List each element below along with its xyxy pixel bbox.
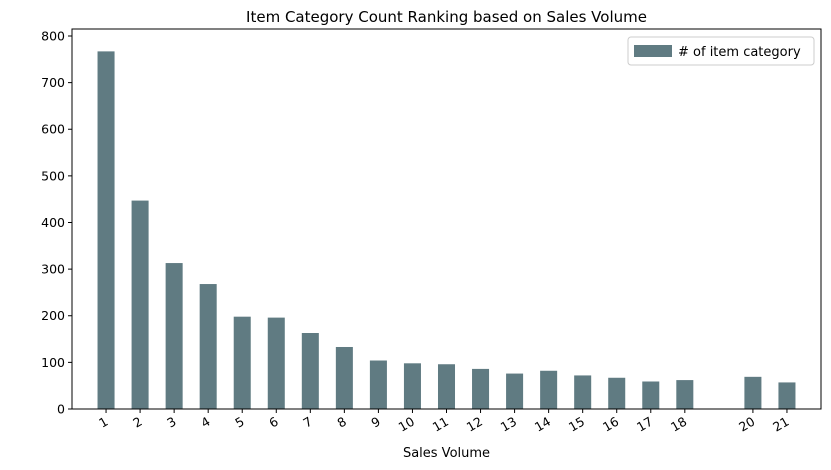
y-tick-label: 300: [41, 262, 65, 277]
x-tick-label: 2: [130, 414, 144, 431]
x-tick-label: 3: [164, 414, 178, 431]
bar: [335, 346, 353, 409]
bar: [165, 263, 183, 409]
legend-label: # of item category: [678, 45, 801, 60]
bar: [437, 364, 456, 409]
x-tick-label: 5: [232, 414, 246, 431]
bar: [199, 284, 217, 409]
y-tick-label: 100: [41, 355, 65, 370]
bar: [301, 333, 319, 409]
bar: [540, 370, 558, 409]
legend-box: [627, 36, 815, 66]
x-tick-label: 11: [430, 414, 451, 435]
legend-swatch: [634, 45, 672, 57]
x-tick-label: 18: [668, 414, 689, 435]
x-tick-label: 14: [532, 414, 553, 435]
bar: [369, 360, 387, 409]
axes-frame: [71, 28, 822, 410]
bar: [267, 317, 285, 409]
y-tick-label: 400: [41, 215, 65, 230]
x-tick-label: 7: [300, 414, 314, 431]
x-tick-label: 4: [198, 414, 212, 431]
bar: [744, 376, 762, 409]
x-tick-label: 8: [334, 414, 348, 431]
bar: [233, 316, 251, 409]
x-tick-label: 6: [266, 414, 280, 431]
bar: [472, 368, 490, 409]
legend: # of item category: [627, 36, 815, 66]
x-tick-label: 15: [566, 414, 587, 435]
bar: [403, 363, 421, 409]
x-tick-label: 13: [498, 414, 519, 435]
bar: [97, 51, 115, 409]
x-tick-label: 1: [96, 414, 110, 431]
bar: [506, 373, 524, 409]
y-tick-label: 700: [41, 75, 65, 90]
y-tick-label: 0: [57, 402, 65, 417]
x-tick-label: 12: [464, 414, 485, 435]
x-tick-label: 10: [396, 414, 417, 435]
chart-title: Item Category Count Ranking based on Sal…: [246, 8, 647, 26]
x-tick-label: 9: [369, 414, 383, 431]
y-tick-label: 200: [41, 308, 65, 323]
x-tick-label: 20: [736, 414, 757, 435]
bar: [608, 377, 626, 409]
bar: [131, 200, 149, 409]
bar: [676, 380, 694, 409]
bar: [642, 381, 660, 409]
bar: [778, 382, 796, 409]
x-tick-label: 21: [770, 414, 791, 435]
y-tick-label: 600: [41, 122, 65, 137]
y-tick-label: 800: [41, 28, 65, 43]
x-axis-label: Sales Volume: [403, 446, 490, 461]
bar: [574, 375, 592, 409]
x-tick-label: 16: [600, 414, 621, 435]
x-tick-label: 17: [634, 414, 655, 435]
y-tick-label: 500: [41, 168, 65, 183]
